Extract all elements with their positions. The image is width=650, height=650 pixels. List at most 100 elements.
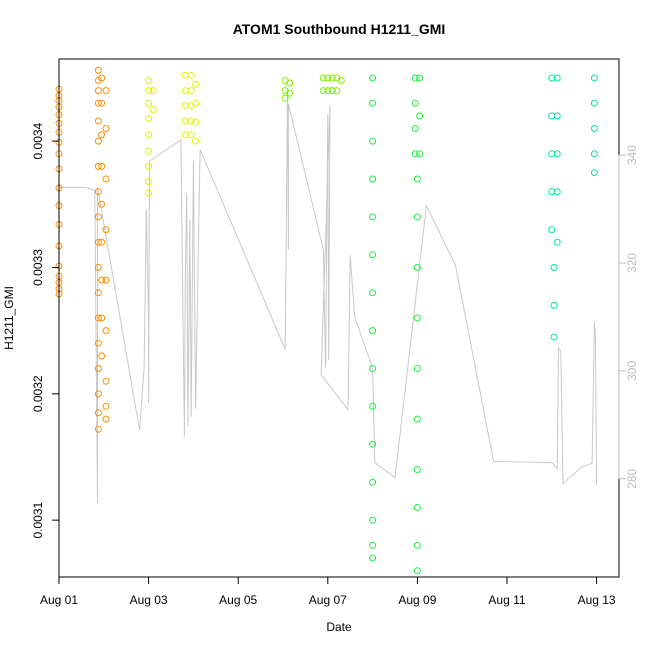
x-tick-label: Aug 01 — [40, 593, 78, 607]
data-point-s4-13 — [590, 74, 598, 82]
data-point-s4-2 — [548, 150, 556, 158]
y-axis: 0.0031 0.0032 0.0033 0.0034 — [31, 122, 60, 538]
x-tick-label: Aug 13 — [578, 593, 616, 607]
data-point-s2-7 — [324, 74, 332, 82]
data-point-s0-33 — [94, 365, 102, 372]
data-point-s2-9 — [328, 74, 336, 82]
data-point-s3-25 — [413, 466, 421, 474]
data-point-s3-8 — [369, 365, 377, 372]
data-point-s0-29 — [94, 264, 102, 271]
data-point-s3-21 — [413, 264, 421, 271]
data-point-s4-4 — [548, 226, 556, 234]
x-axis: Aug 01 Aug 03 Aug 05 Aug 07 Aug 09 Aug 11 Aug … — [40, 576, 616, 607]
x-tick-label: Aug 07 — [309, 593, 347, 607]
data-point-s3-19 — [413, 175, 421, 183]
data-point-s4-14 — [590, 99, 598, 107]
data-point-s0-30 — [94, 289, 102, 297]
data-point-s1-13 — [181, 102, 189, 110]
data-point-s2-3 — [286, 79, 294, 87]
y-tick-label: 0.0031 — [31, 501, 45, 538]
x-tick-label: Aug 05 — [219, 593, 257, 607]
data-point-s0-35 — [94, 409, 102, 417]
data-point-s1-20 — [187, 131, 195, 139]
data-point-s1-8 — [145, 189, 153, 197]
data-point-s1-2 — [145, 99, 153, 107]
data-point-s0-24 — [94, 137, 102, 145]
data-point-s1-11 — [181, 71, 189, 79]
data-point-s3-18 — [411, 150, 419, 158]
data-point-s3-13 — [369, 541, 377, 549]
data-point-s4-6 — [550, 301, 558, 309]
data-point-s4-12 — [553, 238, 561, 246]
data-point-s3-4 — [369, 213, 377, 221]
data-point-s4-1 — [548, 112, 556, 120]
data-point-s4-7 — [550, 333, 558, 341]
data-point-s0-51 — [102, 327, 110, 335]
data-point-s3-7 — [369, 327, 377, 335]
data-point-s3-2 — [369, 137, 377, 145]
data-point-s3-6 — [369, 289, 377, 297]
chart-title: ATOM1 Southbound H1211_GMI — [233, 21, 446, 37]
data-point-s1-0 — [145, 77, 153, 84]
data-point-s3-22 — [413, 314, 421, 322]
x-tick-label: Aug 11 — [488, 593, 525, 607]
data-point-s1-9 — [149, 87, 157, 95]
data-point-s0-40 — [98, 162, 106, 170]
data-point-s4-16 — [590, 150, 598, 158]
data-point-s2-4 — [286, 89, 294, 97]
data-point-s2-10 — [328, 87, 336, 95]
data-point-s4-8 — [553, 74, 561, 82]
y-right-tick-label: 340 — [625, 145, 639, 165]
data-point-s3-0 — [369, 74, 377, 82]
data-point-s4-5 — [550, 264, 558, 271]
data-point-s1-23 — [192, 118, 200, 126]
y-axis-right: 280 300 320 340 — [618, 145, 639, 489]
data-point-s4-17 — [590, 169, 598, 177]
data-point-s0-45 — [98, 352, 106, 360]
data-point-s0-41 — [98, 200, 106, 208]
data-point-s0-19 — [94, 66, 102, 74]
data-point-s3-20 — [413, 213, 421, 221]
data-point-s4-3 — [548, 188, 556, 196]
data-point-s3-29 — [416, 74, 424, 82]
x-axis-label: Date — [326, 620, 352, 634]
data-point-s0-38 — [98, 99, 106, 107]
data-point-s0-36 — [94, 425, 102, 433]
data-point-s0-39 — [98, 131, 106, 139]
data-point-s1-1 — [145, 87, 153, 95]
data-point-s3-17 — [411, 125, 419, 132]
data-point-s3-28 — [413, 567, 421, 575]
data-point-s1-6 — [145, 162, 153, 170]
data-point-s3-3 — [369, 175, 377, 183]
data-point-s2-2 — [281, 94, 289, 102]
data-point-s3-10 — [369, 440, 377, 448]
data-point-s3-31 — [416, 150, 424, 158]
data-point-s0-47 — [102, 125, 110, 132]
data-point-s1-17 — [187, 87, 195, 95]
data-point-s3-1 — [369, 99, 377, 107]
data-point-s1-22 — [192, 99, 200, 107]
data-point-s0-44 — [98, 314, 106, 322]
data-point-s3-11 — [369, 478, 377, 486]
data-point-s4-9 — [553, 112, 561, 120]
data-point-s0-28 — [94, 238, 102, 246]
data-point-s3-16 — [411, 99, 419, 107]
data-point-s0-34 — [94, 390, 102, 398]
data-point-s3-27 — [413, 541, 421, 549]
data-point-s1-16 — [187, 71, 195, 79]
points-layer — [55, 66, 598, 575]
data-point-s1-7 — [145, 178, 153, 186]
data-point-s4-15 — [590, 125, 598, 132]
x-tick-label: Aug 03 — [130, 593, 168, 607]
y-right-tick-label: 320 — [625, 253, 639, 273]
data-point-s0-52 — [102, 377, 110, 385]
secondary-lines-layer — [58, 90, 598, 504]
y-tick-label: 0.0032 — [31, 375, 45, 412]
data-point-s3-30 — [416, 112, 424, 120]
data-point-s1-19 — [187, 117, 195, 125]
data-point-s0-42 — [98, 238, 106, 246]
data-point-s2-8 — [324, 87, 332, 95]
data-point-s0-32 — [94, 339, 102, 347]
data-point-s1-21 — [192, 80, 200, 88]
